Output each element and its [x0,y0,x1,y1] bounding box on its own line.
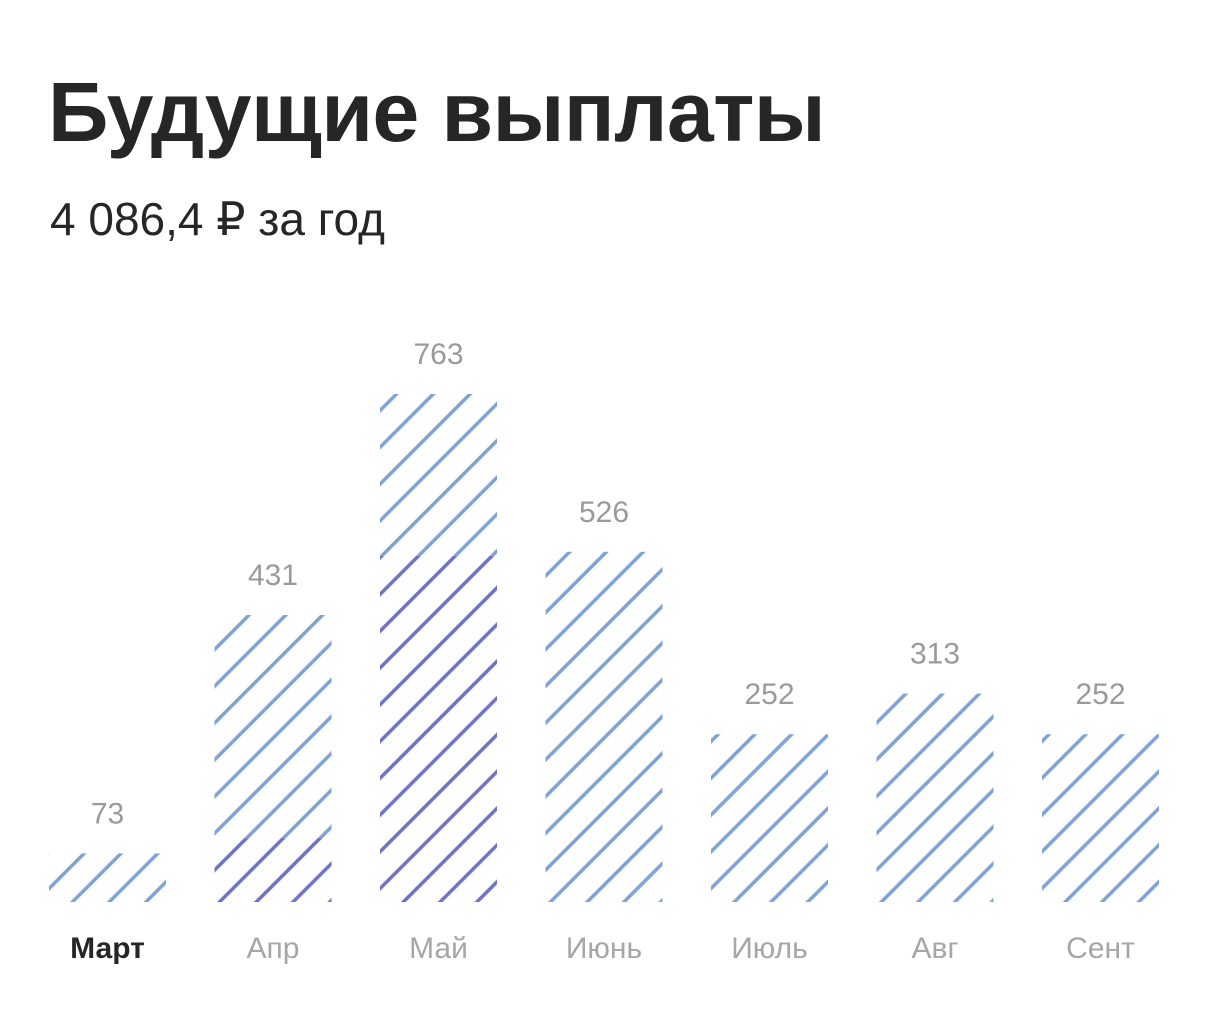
page-title: Будущие выплаты [48,65,826,159]
value-labels-group: 73 431 763 526 252 313 252 [91,338,1126,830]
bar-segment-expected-2 [380,394,497,556]
month-label-1[interactable]: Апр [247,932,300,965]
value-label-4: 252 [744,678,794,711]
month-label-5[interactable]: Авг [912,932,959,965]
value-label-6: 252 [1075,678,1125,711]
bar-segment-confirmed-2 [380,555,497,902]
bar-segment-expected-3 [545,551,663,902]
bar-segment-expected-0 [49,853,166,902]
month-label-6[interactable]: Сент [1066,932,1135,965]
value-label-3: 526 [579,496,629,529]
value-label-0: 73 [91,797,124,830]
bar-segment-expected-6 [1042,734,1159,902]
bar-segment-expected-1 [214,615,332,839]
month-label-2[interactable]: Май [409,932,468,965]
bar-segment-confirmed-1 [214,838,332,902]
bar-segment-expected-5 [876,693,994,902]
month-label-4[interactable]: Июль [731,932,808,965]
month-label-0[interactable]: Март [70,932,145,965]
month-label-3[interactable]: Июнь [566,932,642,965]
value-label-2: 763 [413,338,463,371]
yearly-total: 4 086,4 ₽ за год [50,193,385,245]
bar-segment-expected-4 [711,734,828,902]
bars-group [49,394,1159,902]
value-label-1: 431 [248,559,298,592]
value-label-5: 313 [910,638,960,671]
month-labels-group: Март Апр Май Июнь Июль Авг Сент [70,932,1135,965]
